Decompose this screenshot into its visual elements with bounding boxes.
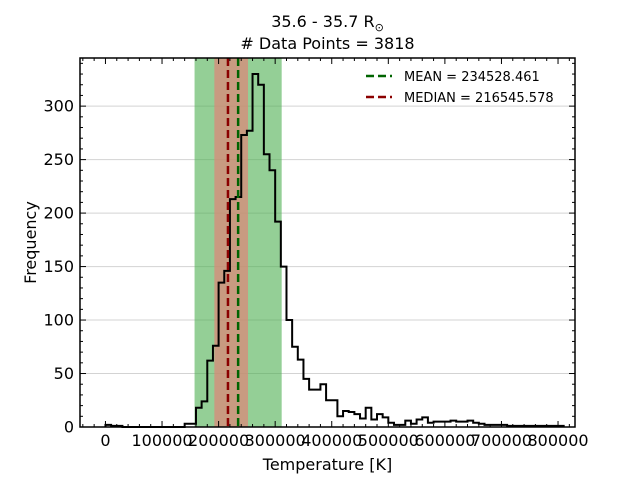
x-axis-label: Temperature [K] xyxy=(262,455,392,474)
x-tick-label: 600000 xyxy=(414,431,475,450)
y-tick-label: 50 xyxy=(54,364,74,383)
chart-title: 35.6 - 35.7 R⊙ xyxy=(271,12,384,34)
x-tick-label: 800000 xyxy=(527,431,588,450)
y-tick-label: 300 xyxy=(43,97,74,116)
tick-layer: 0 100000200000300000400000500000600000700… xyxy=(43,58,589,450)
y-tick-label: 100 xyxy=(43,311,74,330)
grid-layer xyxy=(80,105,575,375)
x-tick-label: 700000 xyxy=(471,431,532,450)
x-tick-label: 100000 xyxy=(131,431,192,450)
iqr-band xyxy=(214,58,249,427)
legend-median-label: MEDIAN = 216545.578 xyxy=(404,91,554,106)
y-tick-label: 0 xyxy=(64,418,74,437)
legend-mean-label: MEAN = 234528.461 xyxy=(404,70,540,85)
histogram-layer xyxy=(104,73,565,428)
y-tick-label: 200 xyxy=(43,204,74,223)
plot-frame xyxy=(79,57,576,428)
x-tick-label: 0 xyxy=(100,431,110,450)
legend: MEAN = 234528.461 MEDIAN = 216545.578 xyxy=(366,70,554,106)
x-tick-label: 400000 xyxy=(301,431,362,450)
chart-subtitle: # Data Points = 3818 xyxy=(240,34,414,53)
title-sun-symbol: ⊙ xyxy=(375,21,384,34)
title-range: 35.6 - 35.7 R xyxy=(271,12,374,31)
x-tick-label: 200000 xyxy=(188,431,249,450)
y-axis-label: Frequency xyxy=(21,201,40,284)
x-tick-label: 500000 xyxy=(358,431,419,450)
y-tick-label: 150 xyxy=(43,257,74,276)
stat-lines-layer xyxy=(226,58,240,427)
y-tick-label: 250 xyxy=(43,150,74,169)
x-tick-label: 300000 xyxy=(245,431,306,450)
histogram-step-line xyxy=(104,73,565,428)
